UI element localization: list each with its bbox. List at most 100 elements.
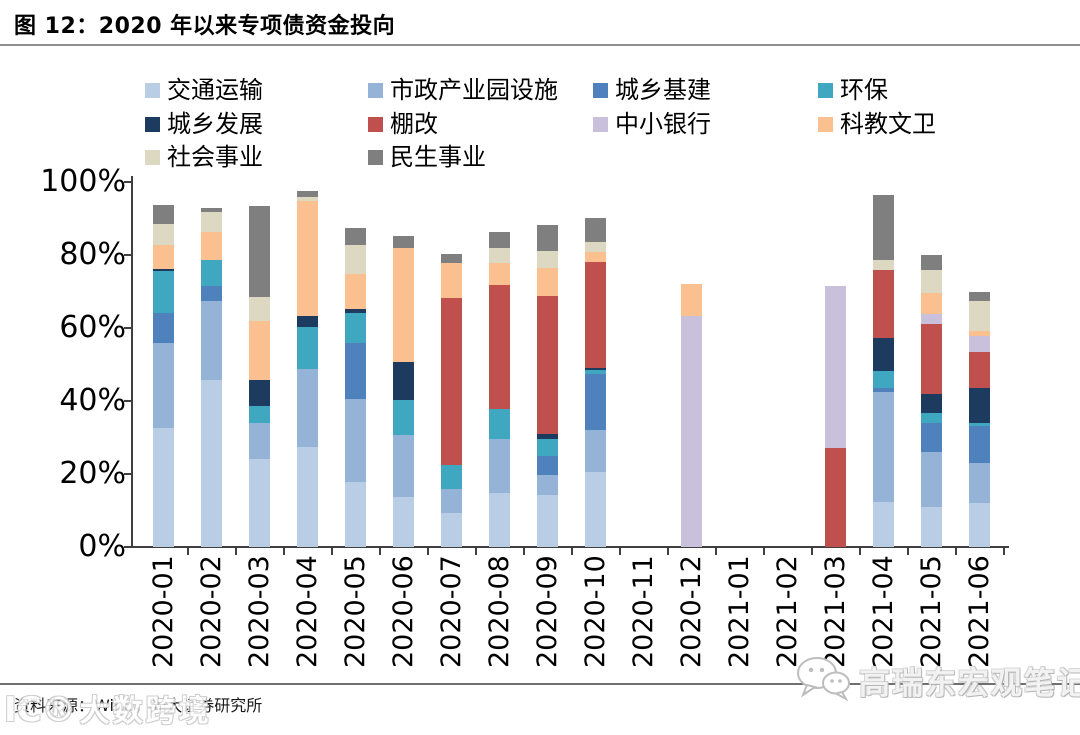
bar-segment-2021-05-环保 (921, 412, 942, 424)
bar-segment-2020-01-环保 (153, 271, 174, 314)
y-axis-label: 100% (40, 164, 126, 199)
y-tick (124, 254, 132, 256)
bar-segment-2020-01-民生事业 (153, 204, 174, 224)
x-axis-label: 2021-04 (868, 555, 899, 668)
bar-segment-2020-02-科教文卫 (201, 231, 222, 261)
source-text: 资料来源：Wind，光大证券研究所 (14, 696, 263, 715)
bar-segment-2020-09-交通运输 (537, 495, 558, 547)
legend-item-棚改: 棚改 (368, 109, 438, 139)
bar-segment-2021-03-棚改 (825, 448, 846, 547)
legend-item-市政产业园设施: 市政产业园设施 (368, 75, 558, 105)
bar-segment-2020-07-交通运输 (441, 513, 462, 547)
bar-segment-2020-02-环保 (201, 260, 222, 287)
x-axis-label: 2020-03 (244, 555, 275, 668)
x-axis-label: 2020-07 (436, 555, 467, 668)
legend-item-环保: 环保 (818, 75, 888, 105)
x-axis-label: 2021-06 (964, 555, 995, 668)
y-tick (124, 546, 132, 548)
legend-swatch (368, 149, 383, 165)
bar-segment-2020-06-环保 (393, 399, 414, 435)
bar-segment-2020-06-科教文卫 (393, 248, 414, 362)
bar-segment-2020-09-环保 (537, 439, 558, 457)
legend-swatch (593, 82, 608, 98)
bar-segment-2020-06-市政产业园设施 (393, 434, 414, 497)
y-tick (124, 473, 132, 475)
y-axis-label: 40% (59, 383, 126, 418)
x-axis-label: 2020-05 (340, 555, 371, 668)
bar-segment-2021-06-城乡发展 (969, 388, 990, 423)
bar-segment-2020-04-交通运输 (297, 446, 318, 547)
bar-segment-2020-04-市政产业园设施 (297, 369, 318, 447)
bar-segment-2020-07-环保 (441, 465, 462, 489)
bar-segment-2020-03-环保 (249, 406, 270, 424)
bar-segment-2020-02-民生事业 (201, 208, 222, 212)
bar-segment-2020-10-社会事业 (585, 242, 606, 253)
x-tick (330, 547, 333, 555)
x-axis-label: 2020-06 (388, 555, 419, 668)
bar-segment-2021-05-社会事业 (921, 270, 942, 293)
bar-segment-2020-06-民生事业 (393, 236, 414, 249)
x-tick (810, 547, 813, 555)
legend-label: 中小银行 (615, 110, 711, 138)
bar-segment-2020-03-城乡发展 (249, 379, 270, 407)
bar-segment-2021-06-中小银行 (969, 336, 990, 352)
legend-swatch (368, 116, 383, 132)
bar-segment-2020-09-棚改 (537, 295, 558, 434)
bar-segment-2020-08-市政产业园设施 (489, 439, 510, 493)
x-tick (858, 547, 861, 555)
bar-segment-2020-10-市政产业园设施 (585, 430, 606, 472)
y-axis-label: 80% (59, 237, 126, 272)
bar-segment-2020-03-民生事业 (249, 206, 270, 297)
bar-segment-2020-03-交通运输 (249, 459, 270, 547)
bar-segment-2020-05-科教文卫 (345, 274, 366, 310)
bar-segment-2020-01-市政产业园设施 (153, 342, 174, 429)
x-axis-label: 2021-03 (820, 555, 851, 668)
legend-swatch (593, 116, 608, 132)
bar-segment-2021-05-城乡基建 (921, 423, 942, 452)
legend-item-社会事业: 社会事业 (145, 142, 263, 172)
legend-label: 社会事业 (167, 143, 263, 171)
bar-segment-2020-04-城乡发展 (297, 315, 318, 327)
y-tick (124, 400, 132, 402)
bar-segment-2020-04-科教文卫 (297, 200, 318, 316)
bar-segment-2020-09-社会事业 (537, 251, 558, 269)
x-tick (618, 547, 621, 555)
bar-segment-2020-09-民生事业 (537, 225, 558, 252)
x-axis-label: 2020-11 (628, 555, 659, 668)
y-axis-label: 0% (78, 529, 126, 564)
x-tick (522, 547, 525, 555)
bar-segment-2020-01-科教文卫 (153, 245, 174, 269)
bar-segment-2020-09-市政产业园设施 (537, 475, 558, 496)
bar-segment-2020-07-棚改 (441, 297, 462, 466)
bar-segment-2020-05-交通运输 (345, 481, 366, 547)
x-tick (234, 547, 237, 555)
x-axis-label: 2020-08 (484, 555, 515, 668)
bar-segment-2020-01-城乡基建 (153, 313, 174, 343)
bar-segment-2020-03-科教文卫 (249, 321, 270, 380)
bar-segment-2020-08-科教文卫 (489, 263, 510, 285)
bar-segment-2020-07-民生事业 (441, 254, 462, 264)
bar-segment-2020-08-民生事业 (489, 231, 510, 249)
bar-segment-2020-08-社会事业 (489, 248, 510, 264)
bar-segment-2020-01-交通运输 (153, 428, 174, 547)
legend-swatch (145, 82, 160, 98)
bar-segment-2020-01-城乡发展 (153, 268, 174, 272)
bar-segment-2020-02-社会事业 (201, 211, 222, 232)
x-tick (426, 547, 429, 555)
bar-segment-2021-05-中小银行 (921, 314, 942, 325)
legend-label: 城乡基建 (615, 76, 711, 104)
bar-segment-2020-04-民生事业 (297, 190, 318, 197)
bar-segment-2020-07-科教文卫 (441, 263, 462, 298)
bar-segment-2021-05-交通运输 (921, 506, 942, 547)
legend-label: 交通运输 (167, 76, 263, 104)
x-axis-label: 2020-02 (196, 555, 227, 668)
bar-segment-2021-06-市政产业园设施 (969, 463, 990, 504)
bar-segment-2020-05-城乡发展 (345, 309, 366, 314)
legend-swatch (818, 116, 833, 132)
bar-segment-2021-06-社会事业 (969, 300, 990, 331)
bar-segment-2021-06-交通运输 (969, 503, 990, 547)
x-axis-label: 2020-01 (148, 555, 179, 668)
bar-segment-2020-06-交通运输 (393, 496, 414, 547)
legend-swatch (368, 82, 383, 98)
bar-segment-2021-06-棚改 (969, 351, 990, 389)
